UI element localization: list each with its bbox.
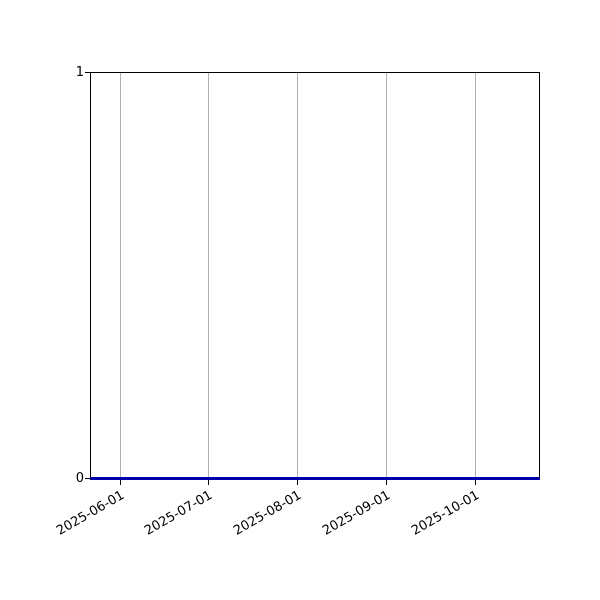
plot-area — [85, 72, 540, 485]
y-tick-mark — [85, 72, 90, 73]
y-tick-label: 0 — [75, 471, 84, 486]
x-tick-mark — [208, 480, 209, 485]
data-line-zero — [90, 477, 540, 480]
x-tick-label: 2025-09-01 — [320, 488, 394, 539]
x-tick-mark — [120, 480, 121, 485]
gridline-2025-08-01 — [297, 73, 298, 478]
gridline-2025-10-01 — [475, 73, 476, 478]
x-tick-label: 2025-07-01 — [142, 488, 216, 539]
x-tick-mark — [475, 480, 476, 485]
x-tick-label: 2025-08-01 — [231, 488, 305, 539]
gridline-2025-07-01 — [208, 73, 209, 478]
x-tick-mark — [386, 480, 387, 485]
x-tick-label: 2025-10-01 — [409, 488, 483, 539]
y-tick-mark — [85, 478, 90, 479]
x-tick-mark — [297, 480, 298, 485]
x-tick-label: 2025-06-01 — [54, 488, 128, 539]
gridline-2025-06-01 — [120, 73, 121, 478]
y-tick-label: 1 — [75, 65, 84, 80]
gridline-2025-09-01 — [386, 73, 387, 478]
